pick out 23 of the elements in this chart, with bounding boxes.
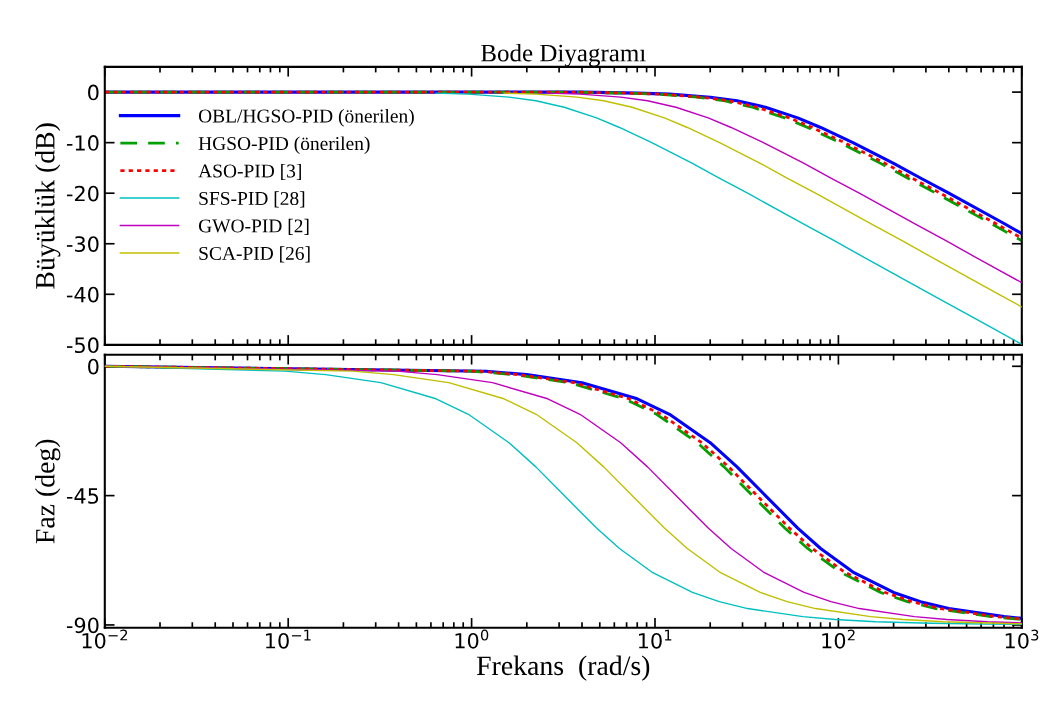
y-tick-label: -50 (66, 337, 99, 354)
y-tick-label: -10 (66, 135, 99, 151)
x-tick-label: 10$^{2}$ (822, 629, 855, 649)
x-tick-label: 10$^{0}$ (455, 629, 489, 649)
legend-label: SCA-PID [26] (199, 246, 310, 263)
x-tick-label: 10$^{1}$ (638, 629, 672, 649)
y-tick-label: -30 (66, 236, 99, 252)
legend-label: HGSO-PID (önerilen) (198, 136, 370, 155)
y-tick-label: 0 (88, 84, 99, 101)
y-tick-label: -20 (66, 185, 99, 202)
legend-label: OBL/HGSO-PID (önerilen) (198, 108, 414, 127)
legend-label: ASO-PID [3] (198, 163, 301, 180)
y-axis-title: Büyüklük (dB) (35, 123, 61, 289)
chart-title: Bode Diyagramı (481, 43, 646, 67)
y-axis-title: Faz (deg) (35, 439, 61, 544)
x-tick-label: 10$^{3}$ (1005, 629, 1039, 649)
legend-label: SFS-PID [28] (199, 191, 305, 208)
x-axis-title: Frekans (rad/s) (476, 655, 650, 681)
x-tick-label: 10$^{−1}$ (266, 629, 311, 649)
legend-label: GWO-PID [2] (198, 218, 309, 235)
y-tick-label: -45 (66, 488, 99, 504)
y-tick-label: 0 (88, 358, 99, 375)
y-tick-label: -40 (66, 286, 99, 303)
